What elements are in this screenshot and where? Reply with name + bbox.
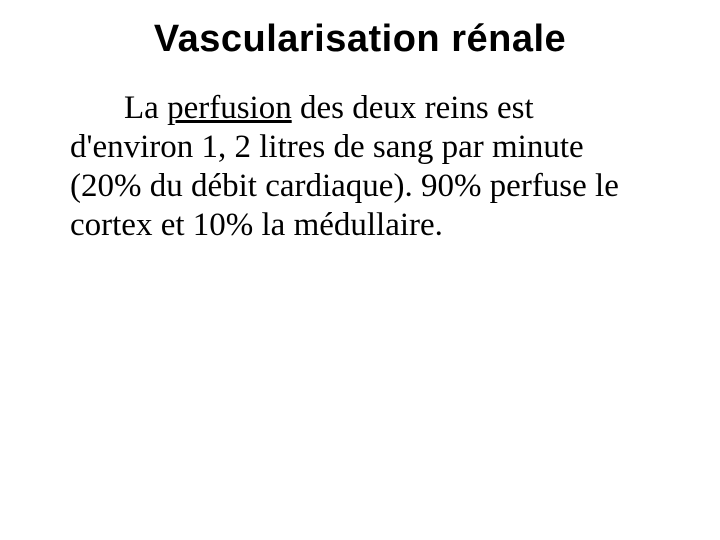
body-underlined-term: perfusion xyxy=(167,90,292,126)
slide-body: La perfusion des deux reins est d'enviro… xyxy=(70,89,650,245)
slide-title: Vascularisation rénale xyxy=(70,18,650,61)
body-part1: La xyxy=(124,90,167,126)
slide-container: Vascularisation rénale La perfusion des … xyxy=(0,0,720,540)
